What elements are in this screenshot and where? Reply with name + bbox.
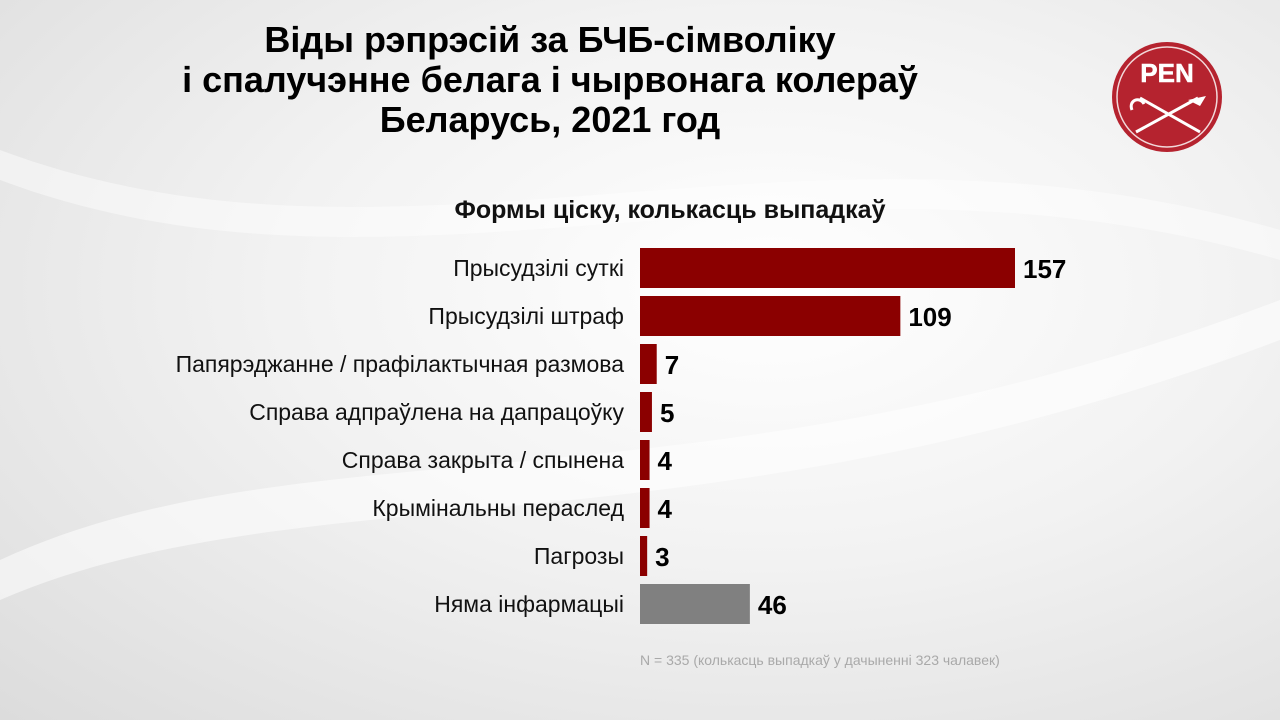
category-label: Папярэджанне / прафілактычная размова <box>176 351 625 377</box>
value-label: 7 <box>665 350 679 380</box>
value-label: 5 <box>660 398 674 428</box>
page-title: Віды рэпрэсій за БЧБ-сімволіку і спалучэ… <box>120 20 980 140</box>
value-label: 4 <box>658 446 673 476</box>
bar <box>640 440 650 480</box>
value-label: 4 <box>658 494 673 524</box>
svg-text:PEN: PEN <box>1140 58 1193 88</box>
category-label: Прысудзілі штраф <box>428 303 624 329</box>
bar <box>640 248 1015 288</box>
value-label: 3 <box>655 542 669 572</box>
bar <box>640 392 652 432</box>
category-label: Крымінальны пераслед <box>372 495 624 521</box>
pen-logo-icon: PEN <box>1112 42 1222 152</box>
chart-title: Формы ціску, колькасць выпадкаў <box>454 196 886 224</box>
category-label: Няма інфармацыі <box>434 591 624 617</box>
bar <box>640 584 750 624</box>
bar <box>640 488 650 528</box>
category-label: Прысудзілі суткі <box>453 255 624 281</box>
value-label: 109 <box>908 302 951 332</box>
title-line-2: і спалучэнне белага і чырвонага колераў <box>182 59 918 100</box>
title-line-1: Віды рэпрэсій за БЧБ-сімволіку <box>264 19 836 60</box>
footnote: N = 335 (колькасць выпадкаў у дачыненні … <box>640 652 1000 668</box>
category-label: Пагрозы <box>534 543 624 569</box>
value-label: 46 <box>758 590 787 620</box>
category-label: Справа адпраўлена на дапрацоўку <box>249 399 624 425</box>
bar <box>640 344 657 384</box>
value-label: 157 <box>1023 254 1066 284</box>
bar <box>640 296 901 336</box>
category-label: Справа закрыта / спынена <box>342 447 624 473</box>
bar <box>640 536 648 576</box>
title-line-3: Беларусь, 2021 год <box>379 99 721 140</box>
